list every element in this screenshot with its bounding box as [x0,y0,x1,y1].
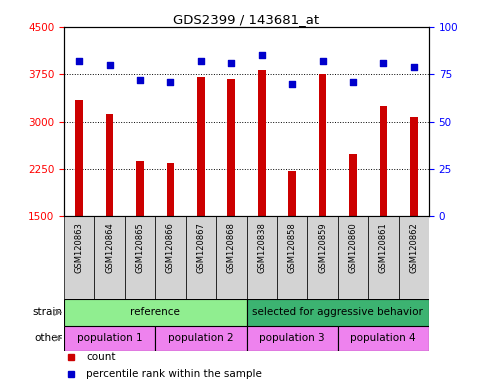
Text: GSM120858: GSM120858 [287,222,297,273]
Bar [380,106,387,216]
Text: GSM120868: GSM120868 [227,222,236,273]
Point [75,58,83,64]
Point [410,64,418,70]
Bar [136,161,144,216]
FancyBboxPatch shape [216,216,246,299]
Point [167,79,175,85]
Text: GSM120864: GSM120864 [105,222,114,273]
Bar [349,154,357,216]
Bar [227,79,235,216]
FancyBboxPatch shape [64,299,246,326]
Text: strain: strain [33,308,63,318]
FancyBboxPatch shape [64,326,155,351]
Bar [106,114,113,216]
Bar [410,116,418,216]
Text: population 4: population 4 [351,333,416,343]
Point [380,60,387,66]
FancyBboxPatch shape [125,216,155,299]
FancyBboxPatch shape [338,326,429,351]
Text: other: other [35,333,63,343]
Text: GSM120860: GSM120860 [349,222,357,273]
Text: reference: reference [130,308,180,318]
Bar [258,70,266,216]
Text: selected for aggressive behavior: selected for aggressive behavior [252,308,423,318]
FancyBboxPatch shape [64,216,95,299]
FancyBboxPatch shape [155,216,186,299]
Point [318,58,326,64]
Text: GSM120838: GSM120838 [257,222,266,273]
Text: percentile rank within the sample: percentile rank within the sample [86,369,262,379]
FancyBboxPatch shape [95,216,125,299]
Bar [75,100,83,216]
FancyBboxPatch shape [246,299,429,326]
Point [106,62,113,68]
Text: GSM120862: GSM120862 [409,222,418,273]
FancyBboxPatch shape [246,216,277,299]
Text: GSM120867: GSM120867 [196,222,206,273]
Bar [197,78,205,216]
Bar [288,171,296,216]
Point [136,77,144,83]
FancyBboxPatch shape [368,216,398,299]
Point [349,79,357,85]
Text: population 2: population 2 [168,333,234,343]
Text: GSM120865: GSM120865 [136,222,144,273]
Title: GDS2399 / 143681_at: GDS2399 / 143681_at [174,13,319,26]
FancyBboxPatch shape [338,216,368,299]
Point [197,58,205,64]
Bar [318,74,326,216]
Text: GSM120863: GSM120863 [75,222,84,273]
Point [288,81,296,87]
Point [227,60,235,66]
FancyBboxPatch shape [398,216,429,299]
Bar [167,163,175,216]
FancyBboxPatch shape [186,216,216,299]
FancyBboxPatch shape [277,216,307,299]
Text: GSM120859: GSM120859 [318,222,327,273]
FancyBboxPatch shape [155,326,246,351]
Point [258,52,266,58]
FancyBboxPatch shape [307,216,338,299]
Text: population 3: population 3 [259,333,325,343]
FancyBboxPatch shape [246,326,338,351]
Text: GSM120861: GSM120861 [379,222,388,273]
Text: count: count [86,352,115,362]
Text: population 1: population 1 [77,333,142,343]
Text: GSM120866: GSM120866 [166,222,175,273]
